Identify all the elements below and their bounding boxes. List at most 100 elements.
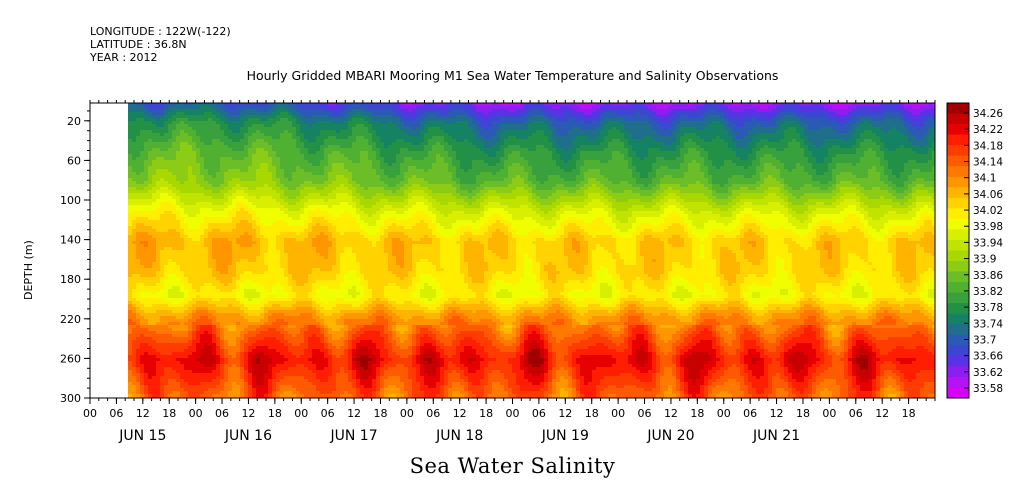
field-cell — [140, 280, 145, 284]
field-cell — [280, 283, 285, 287]
field-cell — [128, 304, 133, 308]
field-cell — [320, 130, 325, 134]
field-cell — [280, 394, 285, 398]
field-cell — [316, 163, 321, 167]
field-cell — [264, 154, 269, 158]
field-cell — [216, 289, 221, 293]
field-cell — [212, 109, 217, 113]
field-cell — [216, 235, 221, 239]
field-cell — [312, 382, 317, 386]
field-cell — [260, 259, 265, 263]
field-cell — [280, 172, 285, 176]
field-cell — [236, 388, 241, 392]
field-cell — [240, 298, 245, 302]
field-cell — [244, 313, 249, 317]
field-cell — [272, 265, 277, 269]
field-cell — [160, 277, 165, 281]
field-cell — [196, 145, 201, 149]
field-cell — [140, 148, 145, 152]
field-cell — [296, 265, 301, 269]
field-cell — [184, 166, 189, 170]
field-cell — [168, 316, 173, 320]
field-cell — [320, 355, 325, 359]
field-cell — [228, 205, 233, 209]
field-cell — [268, 202, 273, 206]
field-cell — [132, 367, 137, 371]
field-cell — [304, 133, 309, 137]
field-cell — [276, 301, 281, 305]
field-cell — [164, 310, 169, 314]
field-cell — [192, 349, 197, 353]
field-cell — [272, 280, 277, 284]
field-cell — [160, 139, 165, 143]
field-cell — [176, 148, 181, 152]
field-cell — [220, 310, 225, 314]
field-cell — [312, 166, 317, 170]
field-cell — [152, 364, 157, 368]
field-cell — [280, 178, 285, 182]
field-cell — [264, 334, 269, 338]
field-cell — [236, 280, 241, 284]
field-cell — [264, 379, 269, 383]
field-cell — [180, 196, 185, 200]
field-cell — [260, 103, 265, 107]
field-cell — [164, 208, 169, 212]
field-cell — [280, 232, 285, 236]
field-cell — [292, 196, 297, 200]
field-cell — [156, 235, 161, 239]
field-cell — [164, 250, 169, 254]
field-cell — [180, 151, 185, 155]
field-cell — [164, 226, 169, 230]
field-cell — [204, 136, 209, 140]
field-cell — [200, 172, 205, 176]
field-cell — [268, 394, 273, 398]
field-cell — [208, 268, 213, 272]
field-cell — [136, 322, 141, 326]
field-cell — [252, 133, 257, 137]
field-cell — [212, 142, 217, 146]
field-cell — [156, 277, 161, 281]
field-cell — [200, 184, 205, 188]
field-cell — [216, 385, 221, 389]
field-cell — [196, 187, 201, 191]
field-cell — [164, 352, 169, 356]
field-cell — [172, 178, 177, 182]
field-cell — [200, 349, 205, 353]
field-cell — [312, 307, 317, 311]
field-cell — [252, 160, 257, 164]
field-cell — [308, 259, 313, 263]
field-cell — [308, 112, 313, 116]
field-cell — [272, 223, 277, 227]
field-cell — [296, 382, 301, 386]
field-cell — [156, 250, 161, 254]
field-cell — [236, 118, 241, 122]
field-cell — [292, 322, 297, 326]
field-cell — [296, 223, 301, 227]
field-cell — [276, 154, 281, 158]
field-cell — [188, 115, 193, 119]
field-cell — [172, 391, 177, 395]
field-cell — [276, 235, 281, 239]
field-cell — [212, 382, 217, 386]
field-cell — [300, 136, 305, 140]
field-cell — [172, 166, 177, 170]
field-cell — [244, 274, 249, 278]
field-cell — [176, 364, 181, 368]
field-cell — [280, 343, 285, 347]
field-cell — [328, 136, 333, 140]
field-cell — [228, 274, 233, 278]
field-cell — [280, 142, 285, 146]
field-cell — [220, 277, 225, 281]
field-cell — [144, 268, 149, 272]
field-cell — [172, 145, 177, 149]
field-cell — [184, 124, 189, 128]
field-cell — [312, 229, 317, 233]
field-cell — [156, 283, 161, 287]
field-cell — [312, 316, 317, 320]
field-cell — [140, 382, 145, 386]
field-cell — [288, 175, 293, 179]
field-cell — [268, 304, 273, 308]
field-cell — [152, 322, 157, 326]
field-cell — [236, 352, 241, 356]
field-cell — [292, 262, 297, 266]
